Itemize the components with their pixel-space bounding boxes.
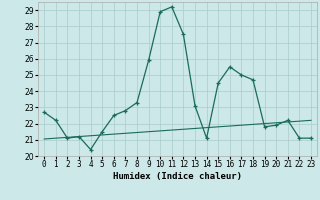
X-axis label: Humidex (Indice chaleur): Humidex (Indice chaleur) [113, 172, 242, 181]
